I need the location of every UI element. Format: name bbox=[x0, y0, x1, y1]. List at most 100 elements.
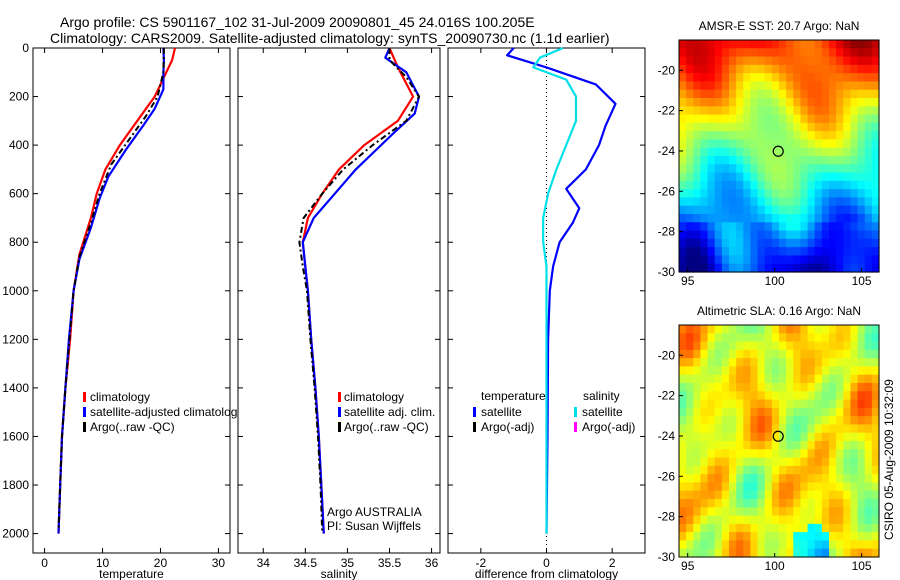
sla_map-cell bbox=[686, 325, 694, 334]
sla_map-cell bbox=[771, 490, 780, 500]
sst_map-cell bbox=[721, 247, 730, 257]
sla_map-cell bbox=[814, 499, 823, 508]
sla_map-cell bbox=[721, 416, 730, 426]
sst_map-cell bbox=[807, 230, 816, 240]
sla_map-cell bbox=[786, 325, 794, 334]
sst_map-cell bbox=[750, 139, 759, 149]
sla_map-cell bbox=[764, 523, 773, 533]
sla_map-cell bbox=[729, 490, 737, 500]
sla_map-cell bbox=[836, 540, 844, 550]
sst_map-cell bbox=[729, 263, 737, 273]
sst_map-cell bbox=[857, 222, 866, 232]
sst_map-cell bbox=[850, 238, 859, 248]
sst_map-cell bbox=[864, 180, 873, 190]
sst_map-xtick-label: 100 bbox=[765, 274, 785, 288]
sla_map-cell bbox=[757, 424, 766, 434]
sla_map-cell bbox=[821, 358, 830, 368]
sst_map-cell bbox=[729, 230, 737, 240]
figure-title-line2: Climatology: CARS2009. Satellite-adjuste… bbox=[50, 30, 610, 46]
sla_map-cell bbox=[786, 391, 794, 401]
sla_map-cell bbox=[786, 374, 794, 384]
sla_map-cell bbox=[807, 333, 816, 343]
sst_map-cell bbox=[793, 98, 802, 107]
sst_map-cell bbox=[829, 263, 837, 273]
sst_map-xtick-label: 95 bbox=[681, 274, 695, 288]
sst_map-cell bbox=[850, 255, 859, 265]
sla_map-cell bbox=[807, 441, 816, 450]
sst_map-cell bbox=[850, 98, 859, 107]
sla_map-cell bbox=[686, 548, 694, 558]
sla_map-cell bbox=[821, 416, 830, 426]
sst_map-cell bbox=[800, 164, 809, 174]
sst_map-cell bbox=[764, 197, 773, 207]
sst_map-cell bbox=[686, 255, 694, 265]
sst_map-cell bbox=[779, 122, 787, 132]
sla_map-cell bbox=[857, 507, 866, 517]
sla_map-cell bbox=[793, 391, 802, 401]
sst_map-cell bbox=[836, 164, 844, 174]
sla_map-cell bbox=[686, 507, 694, 517]
sla_map-cell bbox=[743, 399, 752, 409]
sst_map-cell bbox=[786, 122, 794, 132]
sla_map-cell bbox=[686, 482, 694, 492]
sla_map-cell bbox=[771, 416, 780, 426]
sla_map-cell bbox=[850, 449, 859, 459]
sla_map-cell bbox=[721, 399, 730, 409]
sst_map-cell bbox=[771, 73, 780, 83]
sst_map-cell bbox=[750, 81, 759, 91]
sla_map-cell bbox=[736, 490, 744, 500]
difference-legend-title: salinity bbox=[583, 389, 620, 403]
sst_map-cell bbox=[700, 172, 709, 182]
sla_map-cell bbox=[686, 333, 694, 343]
sst_map-cell bbox=[736, 64, 744, 74]
sla_map-cell bbox=[829, 441, 837, 450]
sla_map-ytick-label: -22 bbox=[658, 389, 676, 403]
sla_map-cell bbox=[793, 465, 802, 475]
sla_map-cell bbox=[714, 474, 723, 484]
sla_map-cell bbox=[771, 374, 780, 384]
sla_map-cell bbox=[750, 374, 759, 384]
sla_map-cell bbox=[871, 416, 880, 426]
sla_map-cell bbox=[829, 457, 837, 467]
sst_map-cell bbox=[871, 214, 880, 223]
sla_map-cell bbox=[750, 523, 759, 533]
sla_map-cell bbox=[700, 474, 709, 484]
sla_map-cell bbox=[700, 383, 709, 392]
sla_map-cell bbox=[700, 399, 709, 409]
sst_map-cell bbox=[714, 214, 723, 223]
sla_map-cell bbox=[679, 507, 687, 517]
sst_map-cell bbox=[714, 56, 723, 66]
sst_map-cell bbox=[764, 73, 773, 83]
sla_map-cell bbox=[871, 325, 880, 334]
sla_map-cell bbox=[864, 499, 873, 508]
sst_map-cell bbox=[821, 131, 830, 141]
sla_map-cell bbox=[779, 499, 787, 508]
sst_map-cell bbox=[686, 180, 694, 190]
sst_map-cell bbox=[871, 205, 880, 215]
sst_map-cell bbox=[693, 73, 702, 83]
sst_map-cell bbox=[757, 230, 766, 240]
sla_map-cell bbox=[750, 474, 759, 484]
temperature-xtick-label: 0 bbox=[41, 556, 48, 570]
sst_map-cell bbox=[700, 255, 709, 265]
sla_map-cell bbox=[707, 383, 716, 392]
sla_map-cell bbox=[736, 515, 744, 525]
sla_map-cell bbox=[729, 383, 737, 392]
sla_map-cell bbox=[821, 465, 830, 475]
sla_map-cell bbox=[807, 399, 816, 409]
sst_map-cell bbox=[821, 40, 830, 49]
sla_map-cell bbox=[743, 507, 752, 517]
sst_map-cell bbox=[836, 172, 844, 182]
sla_map-cell bbox=[693, 358, 702, 368]
sla_map-cell bbox=[750, 465, 759, 475]
temperature-ytick-label: 200 bbox=[9, 90, 29, 104]
sst_map-cell bbox=[750, 263, 759, 273]
sla_map-cell bbox=[729, 499, 737, 508]
sst_map-cell bbox=[779, 238, 787, 248]
sst_map-cell bbox=[693, 238, 702, 248]
sla_map-cell bbox=[807, 366, 816, 376]
sla_map-cell bbox=[836, 341, 844, 351]
sst_map-cell bbox=[786, 73, 794, 83]
sst_map-xtick-label: 105 bbox=[852, 274, 872, 288]
sla_map-cell bbox=[750, 540, 759, 550]
